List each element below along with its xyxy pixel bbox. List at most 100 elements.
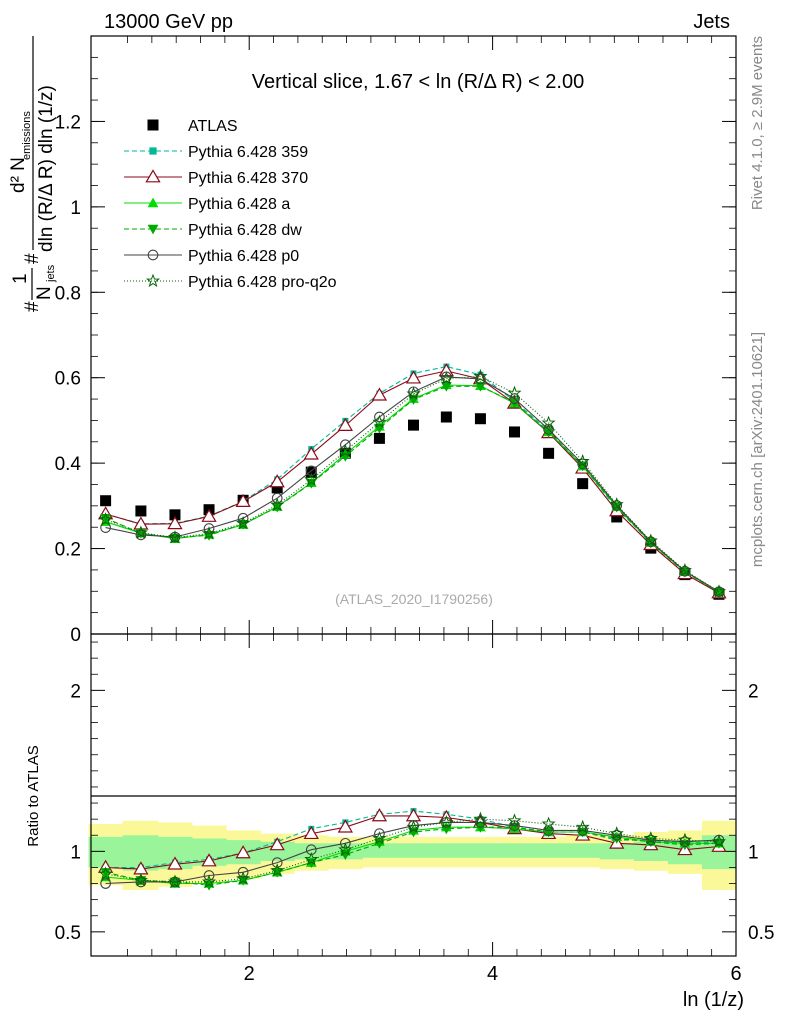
- data-point: [408, 419, 419, 431]
- data-point: [475, 382, 486, 392]
- legend-label: ATLAS: [188, 118, 238, 135]
- ylabel-hash1: #: [22, 301, 43, 312]
- data-point: [473, 811, 488, 826]
- legend-label: Pythia 6.428 dw: [188, 222, 302, 239]
- data-point: [133, 872, 148, 887]
- data-point: [236, 516, 251, 530]
- main-title: Vertical slice, 1.67 < ln (R/Δ R) < 2.00: [252, 71, 584, 93]
- analysis-id: (ATLAS_2020_I1790256): [335, 591, 493, 607]
- legend-marker: [149, 147, 157, 155]
- data-point: [475, 817, 486, 828]
- ratio-band-green: [362, 843, 397, 858]
- ylabel-hash2: #: [22, 253, 43, 264]
- main-panel: Vertical slice, 1.67 < ln (R/Δ R) < 2.00…: [55, 35, 737, 646]
- ratio-panel: 0.5 0.5 1 1 2 2 2 4 6 Ratio to ATLAS ln (1/z): [25, 633, 774, 1011]
- data-point: [575, 819, 590, 834]
- data-point: [677, 832, 692, 847]
- data-point: [303, 825, 319, 840]
- data-point: [405, 808, 422, 822]
- data-point: [611, 511, 623, 523]
- data-point: [609, 497, 624, 511]
- legend-label: Pythia 6.428 359: [188, 144, 308, 161]
- data-point: [611, 500, 623, 511]
- main-ytick-label: 0.8: [55, 283, 81, 304]
- ratio-ytick-label-right: 0.5: [748, 923, 774, 944]
- data-point: [645, 834, 657, 846]
- data-point: [235, 845, 251, 859]
- data-point: [237, 866, 249, 878]
- data-point: [100, 878, 111, 889]
- main-axis-ticks: 0 0.2 0.4 0.6 0.8 1 1.2: [55, 35, 737, 646]
- data-point: [677, 563, 692, 577]
- data-point: [711, 834, 727, 848]
- data-point: [440, 382, 452, 392]
- ylabel-emissions-sub: emissions: [21, 111, 33, 160]
- data-point: [372, 414, 387, 429]
- data-point: [201, 874, 217, 888]
- ratio-band-green: [463, 843, 498, 858]
- data-point: [373, 432, 385, 444]
- data-point: [577, 825, 589, 836]
- data-point: [507, 813, 522, 827]
- data-point: [406, 819, 421, 834]
- header-energy: 13000 GeV pp: [104, 11, 233, 33]
- legend-label: Pythia 6.428 a: [188, 196, 290, 213]
- ratio-ytick-label: 1: [70, 842, 81, 863]
- data-point: [100, 495, 112, 507]
- main-ytick-label: 0: [70, 625, 81, 646]
- data-point: [98, 512, 113, 526]
- data-point: [711, 584, 727, 598]
- data-point: [577, 478, 589, 490]
- ratio-band-green: [531, 843, 567, 858]
- data-point: [305, 466, 317, 478]
- legend-item-pythia-6-428-a: Pythia 6.428 a: [124, 196, 290, 213]
- data-point: [271, 492, 283, 504]
- legend-item-atlas: ATLAS: [147, 118, 238, 135]
- header-jets: Jets: [693, 11, 730, 33]
- ratio-band-green: [396, 843, 430, 858]
- data-point: [237, 512, 249, 524]
- legend-item-pythia-6-428-370: Pythia 6.428 370: [124, 169, 308, 187]
- data-point: [541, 415, 556, 429]
- data-point: [269, 474, 285, 488]
- legend-marker: [145, 273, 161, 288]
- data-point: [135, 876, 147, 888]
- ratio-ytick-label: 0.5: [55, 923, 81, 944]
- data-point: [271, 482, 283, 494]
- data-point: [305, 465, 317, 477]
- data-point: [371, 808, 388, 822]
- legend-marker: [147, 224, 159, 235]
- data-point: [304, 851, 319, 866]
- data-point: [338, 443, 353, 458]
- series-line: [105, 385, 720, 593]
- ylabel-jets-sub: jets: [45, 264, 57, 283]
- data-point: [201, 508, 217, 522]
- data-point: [236, 871, 251, 885]
- legend-item-pythia-6-428-359: Pythia 6.428 359: [124, 144, 308, 161]
- data-point: [679, 836, 691, 848]
- legend-item-pythia-6-428-dw: Pythia 6.428 dw: [124, 222, 302, 239]
- legend-marker: [145, 169, 161, 183]
- data-point: [201, 526, 217, 540]
- data-point: [543, 447, 555, 459]
- data-point: [577, 458, 589, 470]
- series-pythia-6-428-p0: [100, 371, 725, 598]
- data-point: [679, 565, 691, 577]
- data-point: [270, 497, 285, 512]
- legend-label: Pythia 6.428 pro-q2o: [188, 274, 337, 291]
- data-point: [439, 371, 454, 385]
- series-atlas: [100, 411, 725, 600]
- data-point: [543, 428, 554, 438]
- main-ytick-label: 1: [70, 198, 81, 219]
- data-point: [167, 856, 183, 870]
- data-point: [475, 823, 486, 833]
- data-point: [269, 837, 285, 851]
- data-point: [372, 831, 387, 845]
- data-point: [339, 439, 351, 451]
- data-point: [100, 522, 111, 533]
- series-pythia-6-428-pro-q2o: [98, 811, 727, 888]
- series-line: [105, 384, 720, 593]
- data-point: [643, 533, 658, 547]
- legend-label: Pythia 6.428 p0: [188, 248, 299, 265]
